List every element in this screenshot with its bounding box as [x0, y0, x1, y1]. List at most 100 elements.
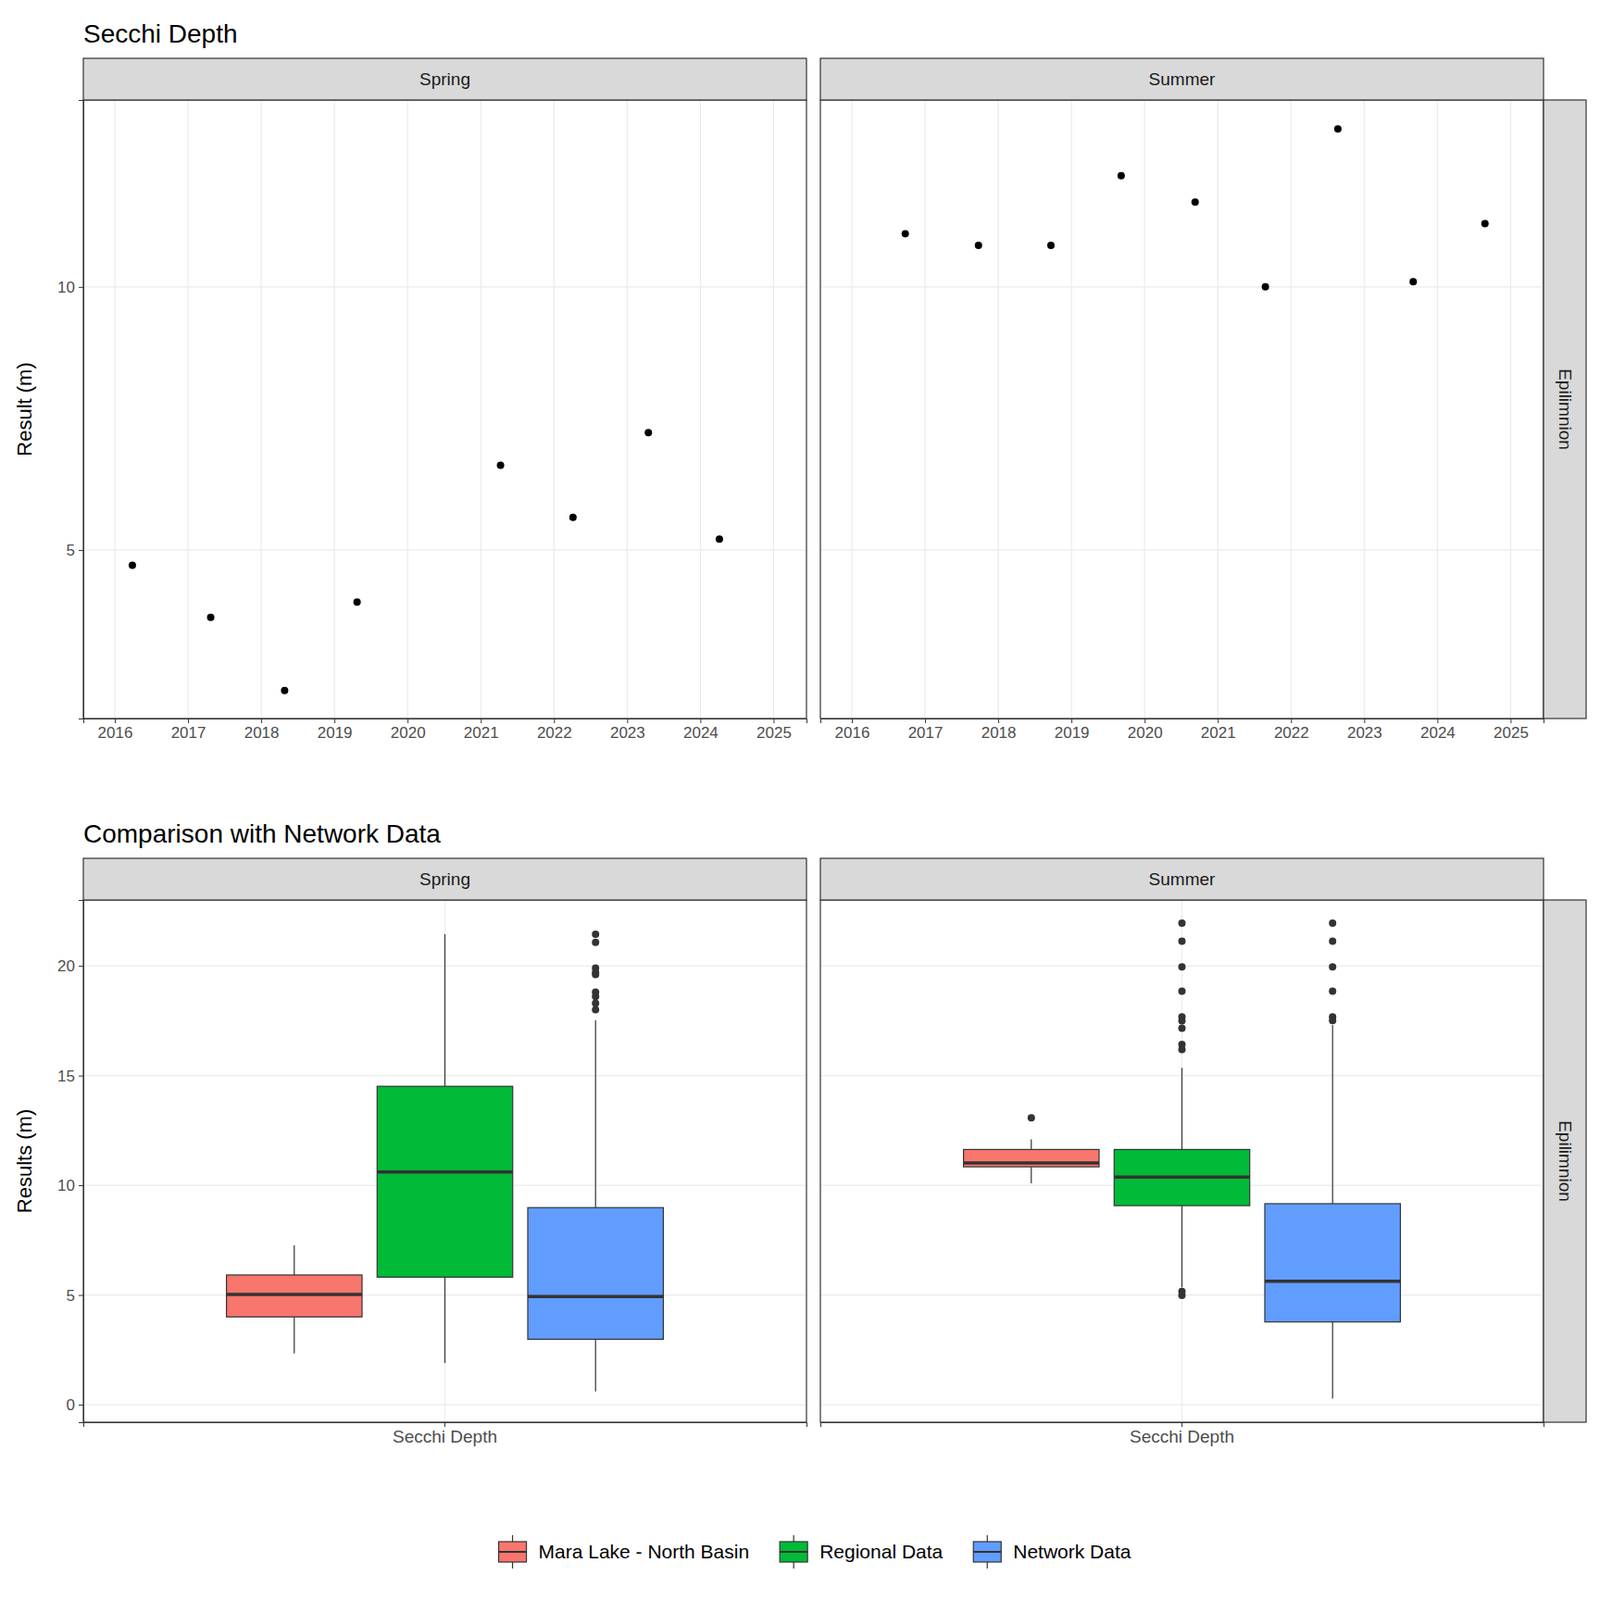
- tick-mark: [78, 965, 84, 967]
- point: [280, 687, 288, 695]
- outlier: [1178, 1291, 1187, 1300]
- whisker-low: [1030, 1166, 1032, 1184]
- point: [207, 613, 215, 622]
- tick-mark: [1217, 718, 1219, 724]
- tick: 2016: [98, 718, 134, 742]
- whisker-high: [595, 1020, 597, 1209]
- tick-mark: [1181, 1422, 1183, 1427]
- tick-label: Secchi Depth: [1129, 1426, 1235, 1447]
- axis-line: [84, 719, 808, 725]
- tick-mark: [700, 718, 701, 724]
- boxes: [226, 930, 664, 1392]
- point: [644, 428, 652, 437]
- box-group: [226, 1245, 363, 1354]
- tick-mark: [78, 1295, 84, 1297]
- tick-label: 2021: [1200, 724, 1237, 742]
- tick: 10: [57, 1176, 84, 1195]
- outlier: [1178, 962, 1187, 971]
- tick-mark: [114, 718, 116, 724]
- point: [497, 462, 505, 470]
- strip-label: Summer: [1149, 69, 1216, 89]
- tick-label: Secchi Depth: [392, 1426, 498, 1447]
- legend-item: Mara Lake - North Basin: [499, 1535, 750, 1569]
- panel: Summer: [820, 858, 1544, 1423]
- tick-mark: [1290, 718, 1292, 724]
- tick: 2021: [463, 718, 500, 742]
- axis-line: [84, 1423, 808, 1428]
- whisker-low: [444, 1276, 446, 1363]
- grid-line: [113, 100, 115, 719]
- point: [128, 562, 137, 570]
- tick-label: 10: [57, 1176, 75, 1195]
- whisker-high: [444, 934, 446, 1087]
- panel-border: [820, 100, 1544, 719]
- point: [975, 241, 983, 250]
- tick-label: 2019: [1054, 724, 1090, 742]
- point: [353, 598, 362, 606]
- panel-background: [820, 100, 1544, 719]
- outlier: [591, 938, 600, 947]
- y-axis-title: Results (m): [12, 1109, 37, 1213]
- boxes: [963, 919, 1401, 1400]
- point: [1409, 277, 1417, 286]
- panel-border: [83, 100, 807, 719]
- tick-label: 10: [57, 278, 75, 297]
- y-axis-title: Result (m): [12, 362, 37, 456]
- outlier: [1178, 987, 1187, 996]
- whisker-high: [1181, 1067, 1183, 1150]
- strip: [83, 58, 807, 100]
- axis-line: [821, 1423, 1545, 1428]
- tick: Secchi Depth: [1129, 1422, 1235, 1447]
- point: [1481, 220, 1489, 228]
- box: [527, 1207, 663, 1339]
- y-axis: 05101520: [57, 900, 84, 1424]
- tick: 2018: [981, 718, 1017, 742]
- tick-label: 2017: [908, 724, 944, 742]
- panel: Summer: [820, 58, 1544, 719]
- grid-line: [1144, 100, 1146, 719]
- point: [901, 229, 910, 238]
- panel-border: [83, 900, 807, 1423]
- grid-line: [700, 100, 701, 719]
- legend: Mara Lake - North BasinRegional DataNetw…: [499, 1535, 1132, 1569]
- outlier: [1328, 1016, 1337, 1025]
- outlier: [1178, 1045, 1187, 1053]
- x-axis: 2016201720182019202020212022202320242025: [84, 718, 808, 742]
- outlier: [1328, 962, 1337, 971]
- grid-line: [850, 100, 852, 719]
- grid-line: [1437, 100, 1438, 719]
- grid-line: [1071, 100, 1073, 719]
- grid-line: [626, 100, 628, 719]
- outlier: [591, 971, 600, 979]
- tick-mark: [626, 718, 628, 724]
- point: [1117, 172, 1125, 180]
- tick: 5: [66, 1286, 84, 1304]
- tick-label: 2019: [317, 724, 353, 742]
- box: [226, 1275, 363, 1317]
- box: [1264, 1203, 1400, 1323]
- chart-title: Comparison with Network Data: [83, 819, 441, 849]
- tick-mark: [1510, 718, 1512, 724]
- x-axis: Secchi Depth: [821, 1422, 1545, 1447]
- tick-mark: [78, 287, 84, 288]
- tick: 2020: [1127, 718, 1163, 742]
- tick-label: 2023: [1347, 724, 1383, 742]
- tick: 0: [66, 1396, 84, 1414]
- tick-mark: [444, 1422, 446, 1427]
- tick-label: 5: [66, 1286, 75, 1304]
- tick-mark: [261, 718, 263, 724]
- tick: 2025: [1493, 718, 1529, 742]
- legend-label: Regional Data: [819, 1540, 943, 1563]
- outlier: [1178, 919, 1187, 927]
- median: [527, 1294, 663, 1299]
- legend-label: Mara Lake - North Basin: [538, 1540, 750, 1563]
- tick: 2018: [244, 718, 280, 742]
- tick-label: 15: [57, 1067, 75, 1086]
- outlier: [591, 930, 600, 938]
- tick-label: 2020: [1127, 724, 1163, 742]
- median: [963, 1161, 1100, 1165]
- tick-label: 2025: [756, 724, 792, 742]
- x-axis: Secchi Depth: [84, 1422, 808, 1447]
- tick: 2023: [610, 718, 646, 742]
- tick-mark: [1144, 718, 1146, 724]
